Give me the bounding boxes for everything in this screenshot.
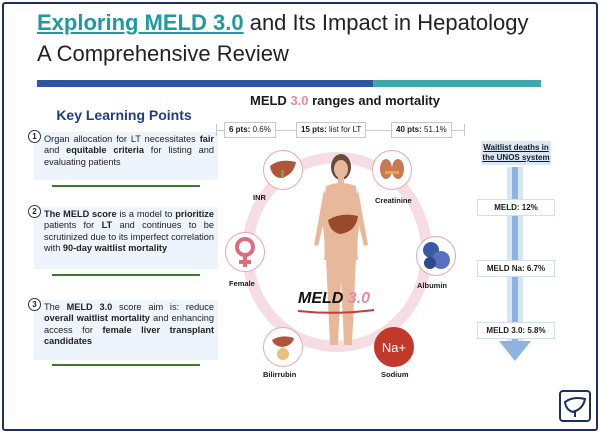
sodium-icon: Na+	[374, 327, 414, 367]
subtitle: A Comprehensive Review	[37, 41, 289, 66]
female-symbol-icon	[225, 232, 265, 272]
key-point-number: 2	[28, 205, 41, 218]
waitlist-row-meld-na: MELD Na: 6.7%	[477, 260, 555, 277]
key-points-heading: Key Learning Points	[56, 107, 192, 123]
waitlist-row-meld: MELD: 12%	[477, 199, 555, 216]
kidneys-icon	[372, 150, 412, 190]
divider-teal	[373, 80, 541, 87]
key-point-2: The MELD score is a model to prioritize …	[34, 207, 218, 269]
label-sodium: Sodium	[381, 370, 409, 379]
label-albumin: Albumin	[417, 281, 447, 290]
label-creatinine: Creatinine	[375, 196, 412, 205]
range-tick	[216, 124, 217, 136]
key-point-underline	[52, 274, 200, 276]
range-pill-15: 15 pts: list for LT	[296, 122, 367, 138]
bilirubin-liver-icon	[263, 327, 303, 367]
label-inr: INR	[253, 193, 266, 202]
key-point-underline	[52, 364, 200, 366]
key-point-1: Organ allocation for LT necessitates fai…	[34, 132, 218, 180]
female-figure-illustration	[314, 154, 368, 345]
waitlist-heading: Waitlist deaths in the UNOS system	[481, 141, 551, 165]
liver-inr-icon	[263, 150, 303, 190]
key-point-number: 1	[28, 130, 41, 143]
main-title: Exploring MELD 3.0 and Its Impact in Hep…	[37, 10, 529, 36]
range-pill-40: 40 pts: 51.1%	[391, 122, 452, 138]
meld-ranges-title: MELD 3.0 ranges and mortality	[249, 93, 440, 108]
meld-underline	[297, 309, 375, 314]
range-tick	[464, 124, 465, 136]
journal-liver-logo-icon	[559, 390, 591, 422]
sodium-symbol: Na+	[381, 339, 407, 355]
albumin-protein-icon	[416, 236, 456, 276]
label-female: Female	[229, 279, 255, 288]
key-point-3: The MELD 3.0 score aim is: reduce overal…	[34, 300, 218, 360]
meld-3-logo: MELD 3.0	[298, 290, 371, 307]
title-rest: and Its Impact in Hepatology	[243, 10, 529, 35]
range-pill-6: 6 pts: 0.6%	[224, 122, 276, 138]
key-point-number: 3	[28, 298, 41, 311]
waitlist-row-meld-3: MELD 3.0: 5.8%	[477, 322, 555, 339]
divider-blue	[37, 80, 373, 87]
key-point-underline	[52, 185, 200, 187]
label-bilirubin: Bilirrubin	[263, 370, 297, 379]
title-highlight: Exploring MELD 3.0	[37, 10, 244, 35]
